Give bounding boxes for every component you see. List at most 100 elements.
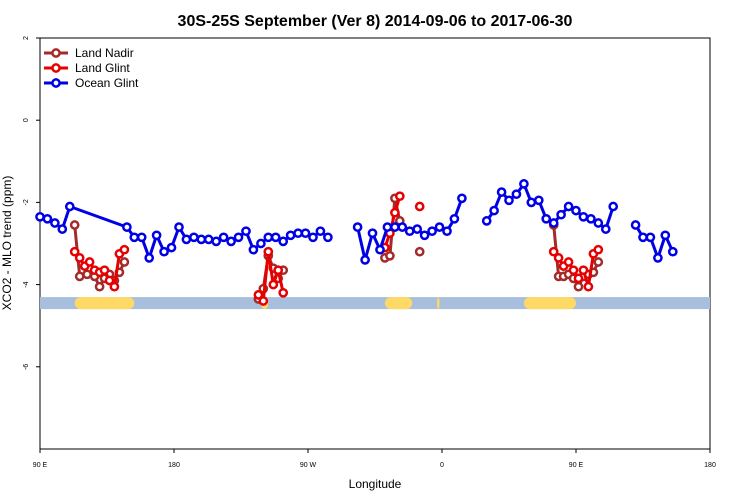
land-segment xyxy=(523,297,576,310)
land-segment xyxy=(384,297,413,310)
data-point xyxy=(419,230,430,241)
y-tick-label: 2 xyxy=(23,36,30,40)
data-point xyxy=(218,232,229,243)
data-point xyxy=(553,253,564,263)
data-point xyxy=(308,232,318,243)
data-point xyxy=(481,216,492,226)
data-point xyxy=(457,193,467,204)
data-point xyxy=(414,201,425,212)
data-point xyxy=(568,265,579,276)
data-point xyxy=(593,257,604,267)
data-point xyxy=(196,234,207,245)
data-point xyxy=(226,236,236,247)
y-axis: 2 0 -2 -4 -6 xyxy=(23,36,40,370)
data-point xyxy=(315,226,326,237)
data-point xyxy=(174,222,184,232)
y-tick-label: -2 xyxy=(23,199,30,205)
data-point xyxy=(211,236,222,247)
x-axis-label: Longitude xyxy=(349,477,402,491)
data-point xyxy=(645,232,656,243)
data-point xyxy=(638,232,648,243)
x-tick-label: 90 E xyxy=(569,462,584,469)
data-point xyxy=(129,232,140,243)
data-point xyxy=(434,222,445,232)
data-point xyxy=(573,281,584,292)
data-point xyxy=(74,271,85,282)
data-point xyxy=(427,226,437,237)
data-point xyxy=(496,187,507,197)
data-point xyxy=(442,226,452,237)
data-point xyxy=(278,287,289,298)
data-point xyxy=(449,213,460,224)
data-point xyxy=(256,238,266,249)
x-tick-label: 0 xyxy=(440,462,444,469)
legend-label: Ocean Glint xyxy=(75,76,139,90)
y-tick-label: -6 xyxy=(23,364,30,370)
legend-marker xyxy=(51,78,61,88)
data-point xyxy=(144,253,155,263)
data-point xyxy=(323,232,333,243)
data-point xyxy=(278,236,289,247)
data-point xyxy=(586,213,596,224)
data-point xyxy=(99,265,110,276)
series-layer xyxy=(35,179,678,306)
x-axis: 90 E 180 90 W 0 90 E 180 xyxy=(33,449,716,469)
data-point xyxy=(270,232,281,243)
data-point xyxy=(82,269,92,280)
data-point xyxy=(390,222,400,232)
data-point xyxy=(241,226,251,237)
data-point xyxy=(74,253,85,263)
data-point xyxy=(667,246,678,257)
data-point xyxy=(375,244,385,255)
data-point xyxy=(593,244,604,255)
data-point xyxy=(526,197,537,208)
data-point xyxy=(556,209,566,220)
data-point xyxy=(300,228,311,239)
series-group xyxy=(35,179,678,265)
data-point xyxy=(253,290,264,300)
x-tick-label: 90 W xyxy=(300,462,317,469)
data-point xyxy=(533,195,544,206)
x-tick-label: 90 E xyxy=(33,462,48,469)
data-point xyxy=(397,222,408,232)
data-point xyxy=(159,246,169,257)
legend-label: Land Glint xyxy=(75,61,130,75)
data-point xyxy=(571,205,581,216)
data-point xyxy=(394,191,405,202)
data-point xyxy=(273,265,284,276)
data-point xyxy=(293,228,303,239)
data-point xyxy=(189,232,199,243)
data-point xyxy=(119,244,130,255)
data-point xyxy=(57,224,68,234)
data-point xyxy=(541,213,552,224)
legend-marker xyxy=(51,48,61,58)
data-point xyxy=(573,273,584,284)
x-tick-label: 180 xyxy=(704,462,716,469)
data-point xyxy=(104,275,115,286)
data-point xyxy=(42,213,53,224)
data-point xyxy=(504,195,514,206)
land-ocean-band xyxy=(40,297,710,310)
data-point xyxy=(414,246,425,257)
plot-frame xyxy=(39,37,711,450)
data-point xyxy=(653,253,663,263)
legend-label: Land Nadir xyxy=(75,46,134,60)
land-segment xyxy=(437,297,440,310)
data-point xyxy=(109,281,120,292)
data-point xyxy=(122,222,132,232)
data-point xyxy=(263,232,274,243)
y-tick-label: -4 xyxy=(23,281,30,287)
chart-title: 30S-25S September (Ver 8) 2014-09-06 to … xyxy=(178,13,573,30)
data-point xyxy=(404,226,415,237)
data-point xyxy=(578,211,589,222)
data-point xyxy=(151,230,162,241)
data-point xyxy=(50,218,60,228)
data-point xyxy=(489,205,499,216)
data-point xyxy=(548,246,559,257)
y-tick-label: 0 xyxy=(23,118,30,122)
data-point xyxy=(203,234,214,245)
data-point xyxy=(64,201,75,212)
data-point xyxy=(660,230,671,241)
data-point xyxy=(360,255,370,265)
